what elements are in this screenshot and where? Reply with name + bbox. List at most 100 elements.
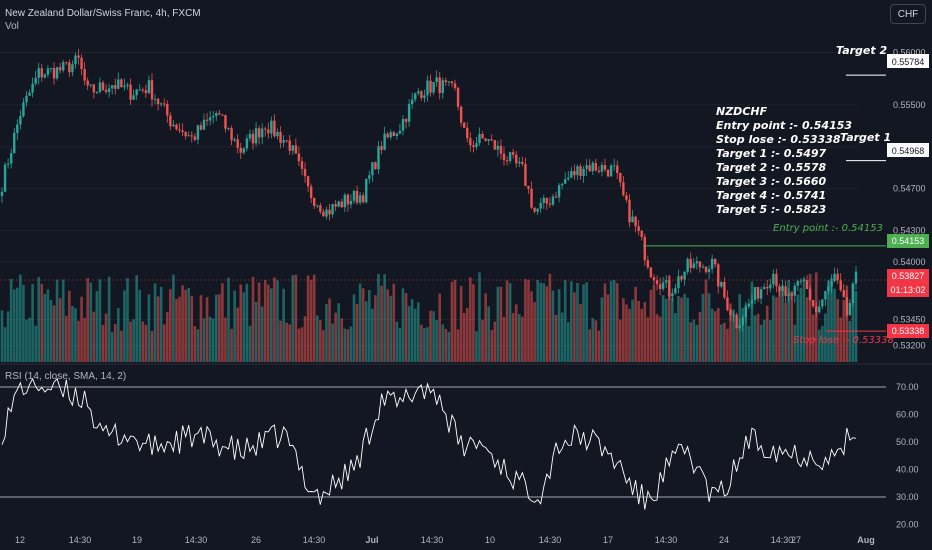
candle-body xyxy=(236,139,239,148)
price-axis[interactable]: 0.560000.555000.551000.547000.543000.540… xyxy=(893,48,926,351)
candle-body xyxy=(683,271,686,280)
volume-bar xyxy=(484,293,487,362)
volume-bar xyxy=(821,325,824,362)
candle-body xyxy=(815,306,818,313)
candle-body xyxy=(502,153,506,161)
candle-body xyxy=(294,145,298,154)
candle-body xyxy=(481,133,484,139)
volume-bar xyxy=(542,283,546,362)
volume-bar xyxy=(123,290,126,362)
volume-bar xyxy=(530,291,533,362)
volume-bar xyxy=(236,307,239,362)
volume-bar xyxy=(435,319,438,362)
candle-body xyxy=(58,67,62,71)
candle-body xyxy=(490,139,493,141)
volume-bar xyxy=(845,285,849,362)
volume-bar xyxy=(172,274,175,362)
volume-bar xyxy=(817,329,821,362)
volume-bar xyxy=(848,320,852,362)
volume-bar xyxy=(778,286,781,362)
entry-line-label: Entry point :- 0.54153 xyxy=(773,223,883,234)
candle-body xyxy=(193,136,197,140)
volume-bar xyxy=(750,281,754,362)
currency-button[interactable]: CHF xyxy=(890,4,926,24)
candle-body xyxy=(22,102,25,117)
candle-body xyxy=(744,306,748,318)
candle-body xyxy=(496,145,500,150)
volume-bar xyxy=(169,289,172,362)
volume-bar xyxy=(453,279,457,362)
candle-body xyxy=(493,140,497,150)
candle-body xyxy=(450,81,454,84)
volume-bar xyxy=(199,295,203,362)
candle-body xyxy=(845,296,849,316)
candle-body xyxy=(441,80,444,94)
volume-bar xyxy=(288,324,292,362)
volume-bar xyxy=(343,328,347,362)
volume-bar xyxy=(273,277,276,362)
volume-bar xyxy=(74,308,77,362)
volume-bar xyxy=(294,274,298,362)
volume-bar xyxy=(101,325,105,362)
candle-body xyxy=(404,118,408,122)
target1-price-tag[interactable]: 0.54968 xyxy=(887,143,929,157)
candle-body xyxy=(557,185,561,198)
candle-body xyxy=(395,133,399,137)
volume-bar xyxy=(208,316,212,362)
candle-body xyxy=(811,300,815,307)
candle-body xyxy=(163,103,166,105)
volume-bar xyxy=(674,313,677,362)
volume-bar xyxy=(756,313,760,362)
volume-bar xyxy=(753,315,757,362)
candle-body xyxy=(836,273,839,281)
volume-bar xyxy=(729,303,732,362)
candle-body xyxy=(138,89,141,91)
candle-body xyxy=(432,82,435,93)
volume-bar xyxy=(9,279,13,362)
candle-body xyxy=(49,68,53,70)
target2-price-tag[interactable]: 0.55784 xyxy=(887,54,929,68)
candle-body xyxy=(65,62,68,64)
candle-body xyxy=(536,208,539,212)
volume-bar xyxy=(120,330,123,362)
candle-body xyxy=(619,173,622,183)
volume-bar xyxy=(16,287,19,362)
candle-body xyxy=(542,197,545,203)
volume-bar xyxy=(0,310,4,362)
current-price-tag[interactable]: 0.53827 xyxy=(887,269,929,283)
candle-body xyxy=(521,161,524,164)
time-axis[interactable]: 12 14:30 19 14:30 26 14:30 Jul 14:30 10 14:30 17 14… xyxy=(15,535,875,545)
volume-bar xyxy=(159,286,163,362)
candle-body xyxy=(187,135,190,137)
volume-bar xyxy=(768,320,772,362)
volume-bar xyxy=(655,314,659,362)
volume-bar xyxy=(628,308,631,362)
candle-body xyxy=(319,205,322,212)
volume-bar xyxy=(851,283,855,362)
candle-body xyxy=(129,84,132,100)
stop-price-tag[interactable]: 0.53338 xyxy=(887,324,929,338)
candle-body xyxy=(527,186,530,189)
candle-body xyxy=(585,165,588,169)
volume-bar xyxy=(224,317,227,362)
entry-price-tag[interactable]: 0.54153 xyxy=(887,234,929,248)
time-tick-label: Aug xyxy=(857,535,875,545)
volume-bar xyxy=(380,285,383,362)
volume-bar xyxy=(276,280,279,362)
volume-bar xyxy=(637,300,640,362)
candle-body xyxy=(107,88,111,92)
candle-body xyxy=(68,62,71,73)
volume-bar xyxy=(793,324,797,362)
candle-body xyxy=(674,288,677,294)
volume-bar xyxy=(285,322,288,362)
volume-bar xyxy=(61,279,65,362)
volume-bar xyxy=(487,306,490,362)
candle-body xyxy=(802,280,806,282)
candle-body xyxy=(257,128,261,138)
candle-body xyxy=(799,280,803,282)
candle-body xyxy=(334,204,337,207)
candle-body xyxy=(576,166,579,176)
candle-body xyxy=(747,303,751,307)
volume-bar xyxy=(634,286,637,362)
